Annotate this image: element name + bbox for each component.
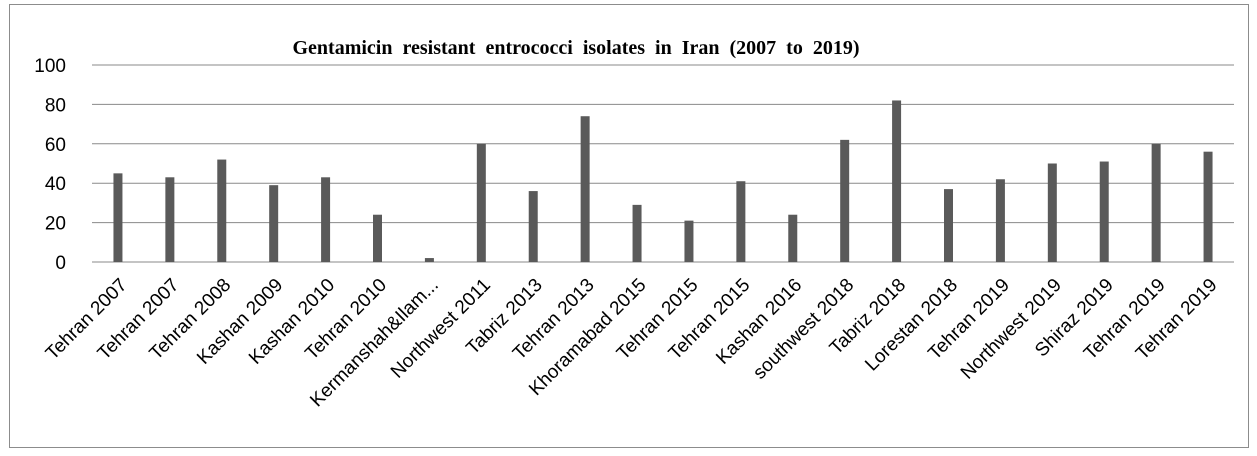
bar (1151, 143, 1161, 262)
bar (1099, 161, 1109, 262)
y-tick-label: 80 (45, 95, 66, 116)
bar (788, 214, 798, 262)
bar (684, 220, 694, 262)
chart-frame (9, 4, 1249, 448)
bar (528, 191, 538, 262)
bar (424, 258, 434, 262)
chart-title: Gentamicin resistant entrococci isolates… (293, 37, 860, 59)
bar (476, 143, 486, 262)
bar (113, 173, 123, 262)
bar (1203, 151, 1213, 262)
bar (736, 181, 746, 262)
y-tick-label: 100 (34, 56, 66, 77)
bar (165, 177, 175, 262)
gridlines (92, 64, 1234, 263)
y-axis-ticks: 0 20 40 60 80 100 (34, 56, 66, 274)
y-tick-label: 60 (45, 135, 66, 156)
y-tick-label: 0 (55, 253, 66, 274)
y-tick-label: 40 (45, 174, 66, 195)
bar (321, 177, 331, 262)
bar (840, 139, 850, 262)
bar (269, 185, 279, 262)
bar (373, 214, 382, 262)
x-tick-label: Lorestan 2018 (861, 275, 962, 376)
y-tick-label: 20 (45, 214, 66, 235)
bar (944, 189, 953, 262)
bar (1047, 163, 1057, 262)
bars (113, 100, 1213, 263)
bar (892, 100, 902, 263)
bar (632, 204, 642, 262)
bar (217, 159, 227, 262)
bar (580, 116, 590, 262)
bar (995, 179, 1005, 262)
